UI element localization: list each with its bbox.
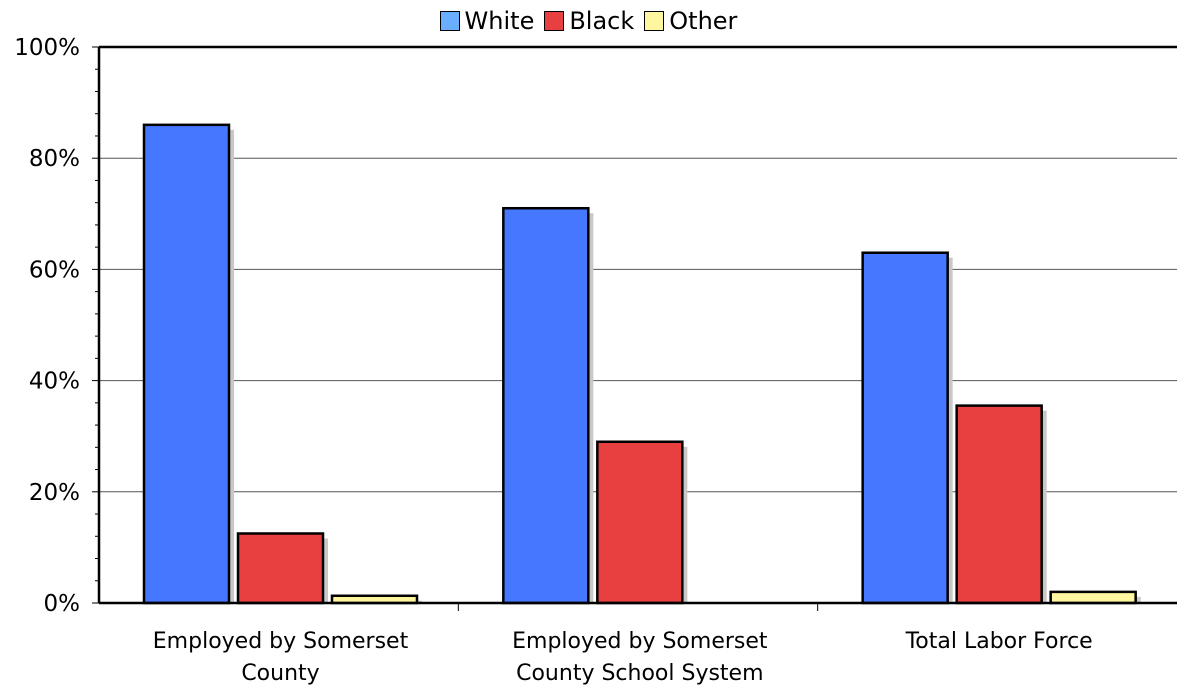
legend-label-white: White (464, 7, 535, 35)
legend-swatch-black (544, 11, 565, 31)
y-tick-label: 100% (14, 35, 80, 61)
bar-other-2 (1049, 590, 1137, 605)
bar-black-0 (236, 532, 325, 605)
legend: White Black Other (0, 6, 1177, 36)
bar-white-1 (502, 206, 590, 605)
x-tick-label: Total Labor Force (905, 629, 1093, 654)
x-tick-label: County School System (516, 661, 763, 686)
y-tick-label: 40% (29, 369, 80, 395)
bar-black-2 (955, 404, 1043, 605)
legend-label-other: Other (669, 7, 738, 35)
x-tick-label: Employed by Somerset (512, 629, 768, 654)
legend-label-black: Black (569, 7, 635, 35)
bar-white-0 (142, 123, 231, 605)
legend-swatch-other (644, 11, 665, 31)
legend-entry-other: Other (644, 7, 737, 35)
y-tick-label: 20% (29, 480, 80, 506)
x-tick-label: Employed by Somerset (153, 629, 409, 654)
bar-black-1 (596, 440, 684, 605)
legend-entry-black: Black (544, 7, 634, 35)
y-tick-label: 0% (44, 591, 81, 617)
y-tick-label: 80% (29, 146, 80, 172)
legend-entry-white: White (439, 7, 535, 35)
y-tick-label: 60% (29, 257, 80, 283)
bar-white-2 (861, 251, 949, 605)
x-tick-label: County (241, 661, 319, 686)
legend-swatch-white (439, 11, 460, 31)
